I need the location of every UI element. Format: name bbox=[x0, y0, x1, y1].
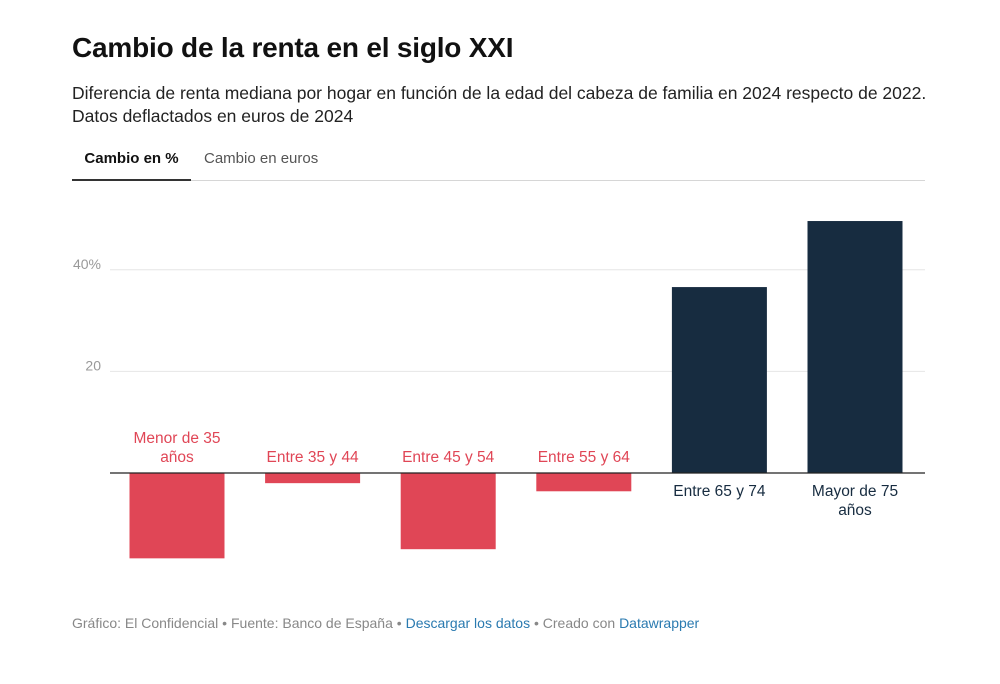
footer-created-with: Creado con bbox=[542, 615, 620, 631]
footer-source: Fuente: Banco de España bbox=[230, 615, 393, 631]
bar bbox=[129, 473, 225, 559]
footer-separator: • bbox=[392, 615, 406, 631]
y-tick-label: 20 bbox=[85, 357, 101, 373]
tab-change-percent[interactable]: Cambio en % bbox=[72, 150, 191, 181]
footer: Gráfico: El Confidencial • Fuente: Banco… bbox=[72, 615, 699, 631]
bar bbox=[400, 473, 496, 550]
tab-bar: Cambio en % Cambio en euros bbox=[72, 142, 925, 181]
category-label: Mayor de 75 años bbox=[812, 483, 898, 519]
y-tick-label: 40% bbox=[73, 256, 101, 272]
category-label: Menor de 35 años bbox=[133, 430, 220, 466]
bar bbox=[536, 473, 632, 492]
footer-separator: • bbox=[530, 615, 543, 631]
chart-subtitle: Diferencia de renta mediana por hogar en… bbox=[72, 83, 927, 126]
tab-change-euros[interactable]: Cambio en euros bbox=[204, 150, 319, 167]
category-label: Entre 45 y 54 bbox=[402, 449, 495, 466]
bar bbox=[265, 473, 361, 484]
datawrapper-link[interactable]: Datawrapper bbox=[619, 615, 700, 631]
category-label: Entre 65 y 74 bbox=[673, 483, 766, 500]
bar bbox=[671, 287, 767, 473]
bar-chart: 20 40% Menor de 35 años Entre 35 y 44 Entre 4… bbox=[73, 221, 925, 559]
download-data-link[interactable]: Descargar los datos bbox=[405, 615, 531, 631]
category-label: Entre 35 y 44 bbox=[266, 449, 359, 466]
footer-separator: • bbox=[218, 615, 231, 631]
footer-credit: Gráfico: El Confidencial bbox=[72, 615, 219, 631]
category-label: Entre 55 y 64 bbox=[538, 449, 631, 466]
chart-title: Cambio de la renta en el siglo XXI bbox=[72, 32, 514, 63]
bar bbox=[807, 221, 903, 473]
